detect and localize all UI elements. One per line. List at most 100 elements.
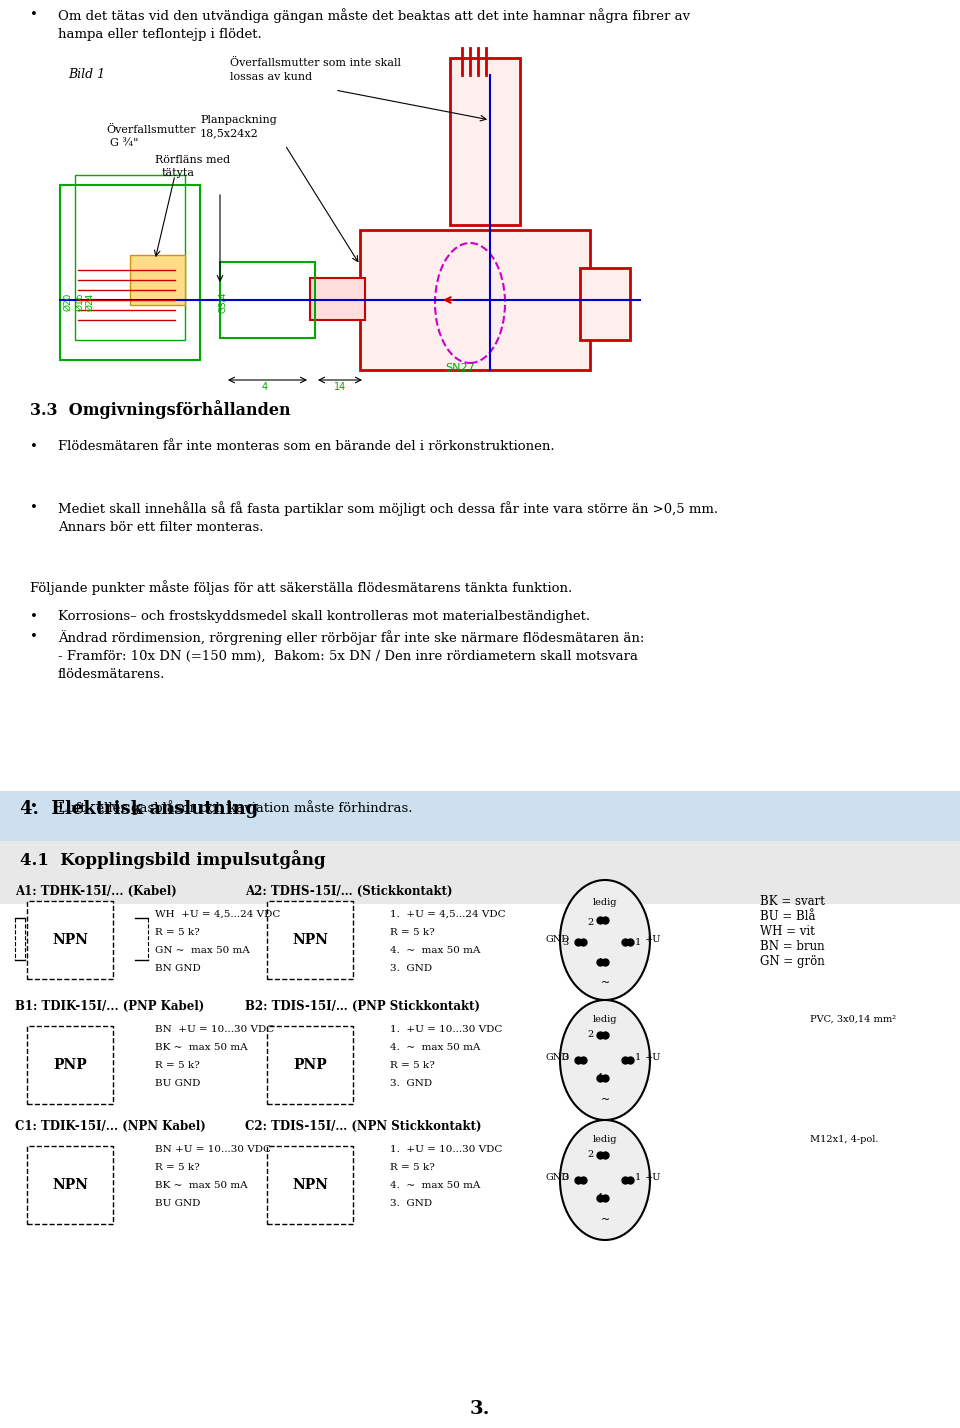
Text: M12x1, 4-pol.: M12x1, 4-pol. bbox=[810, 1135, 878, 1144]
Text: •: • bbox=[30, 610, 37, 623]
Bar bbox=[0, 841, 960, 904]
Text: BK = svart: BK = svart bbox=[760, 895, 825, 908]
Text: G ¾": G ¾" bbox=[110, 139, 138, 149]
Text: R = 5 k?: R = 5 k? bbox=[390, 1061, 435, 1070]
Bar bbox=[580, 268, 630, 340]
Text: BN  +U = 10...30 VDC: BN +U = 10...30 VDC bbox=[155, 1025, 275, 1034]
Text: 4: 4 bbox=[597, 1192, 603, 1202]
Text: •: • bbox=[30, 501, 37, 514]
Text: 3.  GND: 3. GND bbox=[390, 964, 432, 972]
Text: ledig: ledig bbox=[592, 1015, 617, 1024]
Text: Mediet skall innehålla så få fasta partiklar som möjligt och dessa får inte vara: Mediet skall innehålla så få fasta parti… bbox=[58, 501, 718, 534]
Text: 4.  ~  max 50 mA: 4. ~ max 50 mA bbox=[390, 1181, 480, 1190]
Text: •: • bbox=[30, 9, 37, 21]
Text: Ø24: Ø24 bbox=[85, 293, 94, 311]
Text: Överfallsmutter: Överfallsmutter bbox=[106, 126, 196, 136]
Bar bbox=[27, 1025, 113, 1104]
Bar bbox=[360, 230, 590, 370]
Text: PVC, 3x0,14 mm²: PVC, 3x0,14 mm² bbox=[810, 1015, 896, 1024]
Text: BK ~  max 50 mA: BK ~ max 50 mA bbox=[155, 1181, 248, 1190]
Text: ~: ~ bbox=[600, 978, 610, 988]
Text: 4: 4 bbox=[262, 383, 268, 393]
Text: 3.  GND: 3. GND bbox=[390, 1080, 432, 1088]
Text: 3: 3 bbox=[562, 1172, 568, 1182]
Text: B1: TDIK-15I/... (PNP Kabel): B1: TDIK-15I/... (PNP Kabel) bbox=[15, 1000, 204, 1012]
Text: 1: 1 bbox=[635, 938, 641, 947]
Text: •: • bbox=[30, 800, 37, 813]
Text: 4.  Elektrisk anslutning: 4. Elektrisk anslutning bbox=[20, 800, 258, 818]
Text: Luft– eller gasblåsor och kaviation måste förhindras.: Luft– eller gasblåsor och kaviation måst… bbox=[58, 800, 413, 815]
Text: G3/4: G3/4 bbox=[219, 291, 228, 313]
Text: BU = Blå: BU = Blå bbox=[760, 910, 815, 922]
Text: Ändrad rördimension, rörgrening eller rörböjar får inte ske närmare flödesmätare: Ändrad rördimension, rörgrening eller rö… bbox=[58, 630, 644, 681]
Text: Ø16: Ø16 bbox=[76, 293, 84, 311]
Text: 18,5x24x2: 18,5x24x2 bbox=[200, 129, 259, 139]
Bar bbox=[267, 901, 353, 980]
Text: tätyta: tätyta bbox=[162, 169, 195, 178]
Text: BU GND: BU GND bbox=[155, 1200, 201, 1208]
Text: ledig: ledig bbox=[592, 898, 617, 907]
Text: 2: 2 bbox=[587, 918, 593, 927]
Text: 1.  +U = 4,5...24 VDC: 1. +U = 4,5...24 VDC bbox=[390, 910, 506, 920]
Text: lossas av kund: lossas av kund bbox=[230, 71, 312, 81]
Text: SN27: SN27 bbox=[445, 363, 475, 373]
Text: Flödesmätaren får inte monteras som en bärande del i rörkonstruktionen.: Flödesmätaren får inte monteras som en b… bbox=[58, 440, 555, 453]
Text: BK ~  max 50 mA: BK ~ max 50 mA bbox=[155, 1042, 248, 1052]
Text: 1: 1 bbox=[635, 1172, 641, 1182]
Text: NPN: NPN bbox=[292, 932, 328, 947]
Text: ledig: ledig bbox=[592, 1135, 617, 1144]
Text: GN ~  max 50 mA: GN ~ max 50 mA bbox=[155, 945, 250, 955]
Ellipse shape bbox=[560, 880, 650, 1000]
Bar bbox=[27, 1145, 113, 1224]
Text: BN GND: BN GND bbox=[155, 964, 201, 972]
Text: C1: TDIK-15I/... (NPN Kabel): C1: TDIK-15I/... (NPN Kabel) bbox=[15, 1120, 205, 1132]
Text: +U: +U bbox=[645, 935, 661, 944]
Text: Rörfläns med: Rörfläns med bbox=[155, 156, 230, 166]
Text: 3: 3 bbox=[562, 1052, 568, 1062]
Text: Korrosions– och frostskyddsmedel skall kontrolleras mot materialbeständighet.: Korrosions– och frostskyddsmedel skall k… bbox=[58, 610, 590, 623]
Text: 3.3  Omgivningsförhållanden: 3.3 Omgivningsförhållanden bbox=[30, 400, 291, 418]
Text: 4: 4 bbox=[597, 958, 603, 967]
Text: PNP: PNP bbox=[293, 1058, 326, 1072]
Text: C2: TDIS-15I/… (NPN Stickkontakt): C2: TDIS-15I/… (NPN Stickkontakt) bbox=[245, 1120, 482, 1132]
Bar bbox=[0, 791, 960, 860]
Text: 2: 2 bbox=[587, 1150, 593, 1160]
Text: BN +U = 10...30 VDC: BN +U = 10...30 VDC bbox=[155, 1145, 271, 1154]
Text: PNP: PNP bbox=[53, 1058, 86, 1072]
Text: WH = vit: WH = vit bbox=[760, 925, 815, 938]
Text: NPN: NPN bbox=[52, 932, 88, 947]
Text: 4: 4 bbox=[597, 1072, 603, 1082]
Text: R = 5 k?: R = 5 k? bbox=[390, 1162, 435, 1172]
Bar bbox=[267, 1025, 353, 1104]
Text: 14: 14 bbox=[334, 383, 347, 393]
Text: NPN: NPN bbox=[292, 1178, 328, 1192]
Text: +U: +U bbox=[645, 1174, 661, 1182]
Text: 1.  +U = 10...30 VDC: 1. +U = 10...30 VDC bbox=[390, 1025, 502, 1034]
Text: ~: ~ bbox=[600, 1095, 610, 1105]
Text: R = 5 k?: R = 5 k? bbox=[155, 1061, 200, 1070]
Bar bbox=[267, 1145, 353, 1224]
Text: GND: GND bbox=[545, 1174, 569, 1182]
Text: BU GND: BU GND bbox=[155, 1080, 201, 1088]
Bar bbox=[130, 256, 185, 306]
Text: •: • bbox=[30, 440, 37, 453]
Ellipse shape bbox=[560, 1000, 650, 1120]
Text: Överfallsmutter som inte skall: Överfallsmutter som inte skall bbox=[230, 59, 401, 69]
Text: B2: TDIS-15I/… (PNP Stickkontakt): B2: TDIS-15I/… (PNP Stickkontakt) bbox=[245, 1000, 480, 1012]
Text: BN = brun: BN = brun bbox=[760, 940, 825, 952]
Text: 4.  ~  max 50 mA: 4. ~ max 50 mA bbox=[390, 1042, 480, 1052]
Text: 4.  ~  max 50 mA: 4. ~ max 50 mA bbox=[390, 945, 480, 955]
Text: Planpackning: Planpackning bbox=[200, 116, 276, 126]
Bar bbox=[60, 186, 200, 360]
Text: A1: TDHK-15I/... (Kabel): A1: TDHK-15I/... (Kabel) bbox=[15, 885, 177, 898]
Ellipse shape bbox=[560, 1120, 650, 1240]
Text: +U: +U bbox=[645, 1054, 661, 1062]
Text: •: • bbox=[30, 630, 37, 643]
Text: 3.  GND: 3. GND bbox=[390, 1200, 432, 1208]
Text: R = 5 k?: R = 5 k? bbox=[155, 1162, 200, 1172]
Bar bbox=[27, 901, 113, 980]
Bar bbox=[450, 59, 520, 226]
Text: 3.: 3. bbox=[469, 1399, 491, 1418]
Bar bbox=[75, 176, 185, 340]
Text: Följande punkter måste följas för att säkerställa flödesmätarens tänkta funktion: Följande punkter måste följas för att sä… bbox=[30, 580, 572, 595]
